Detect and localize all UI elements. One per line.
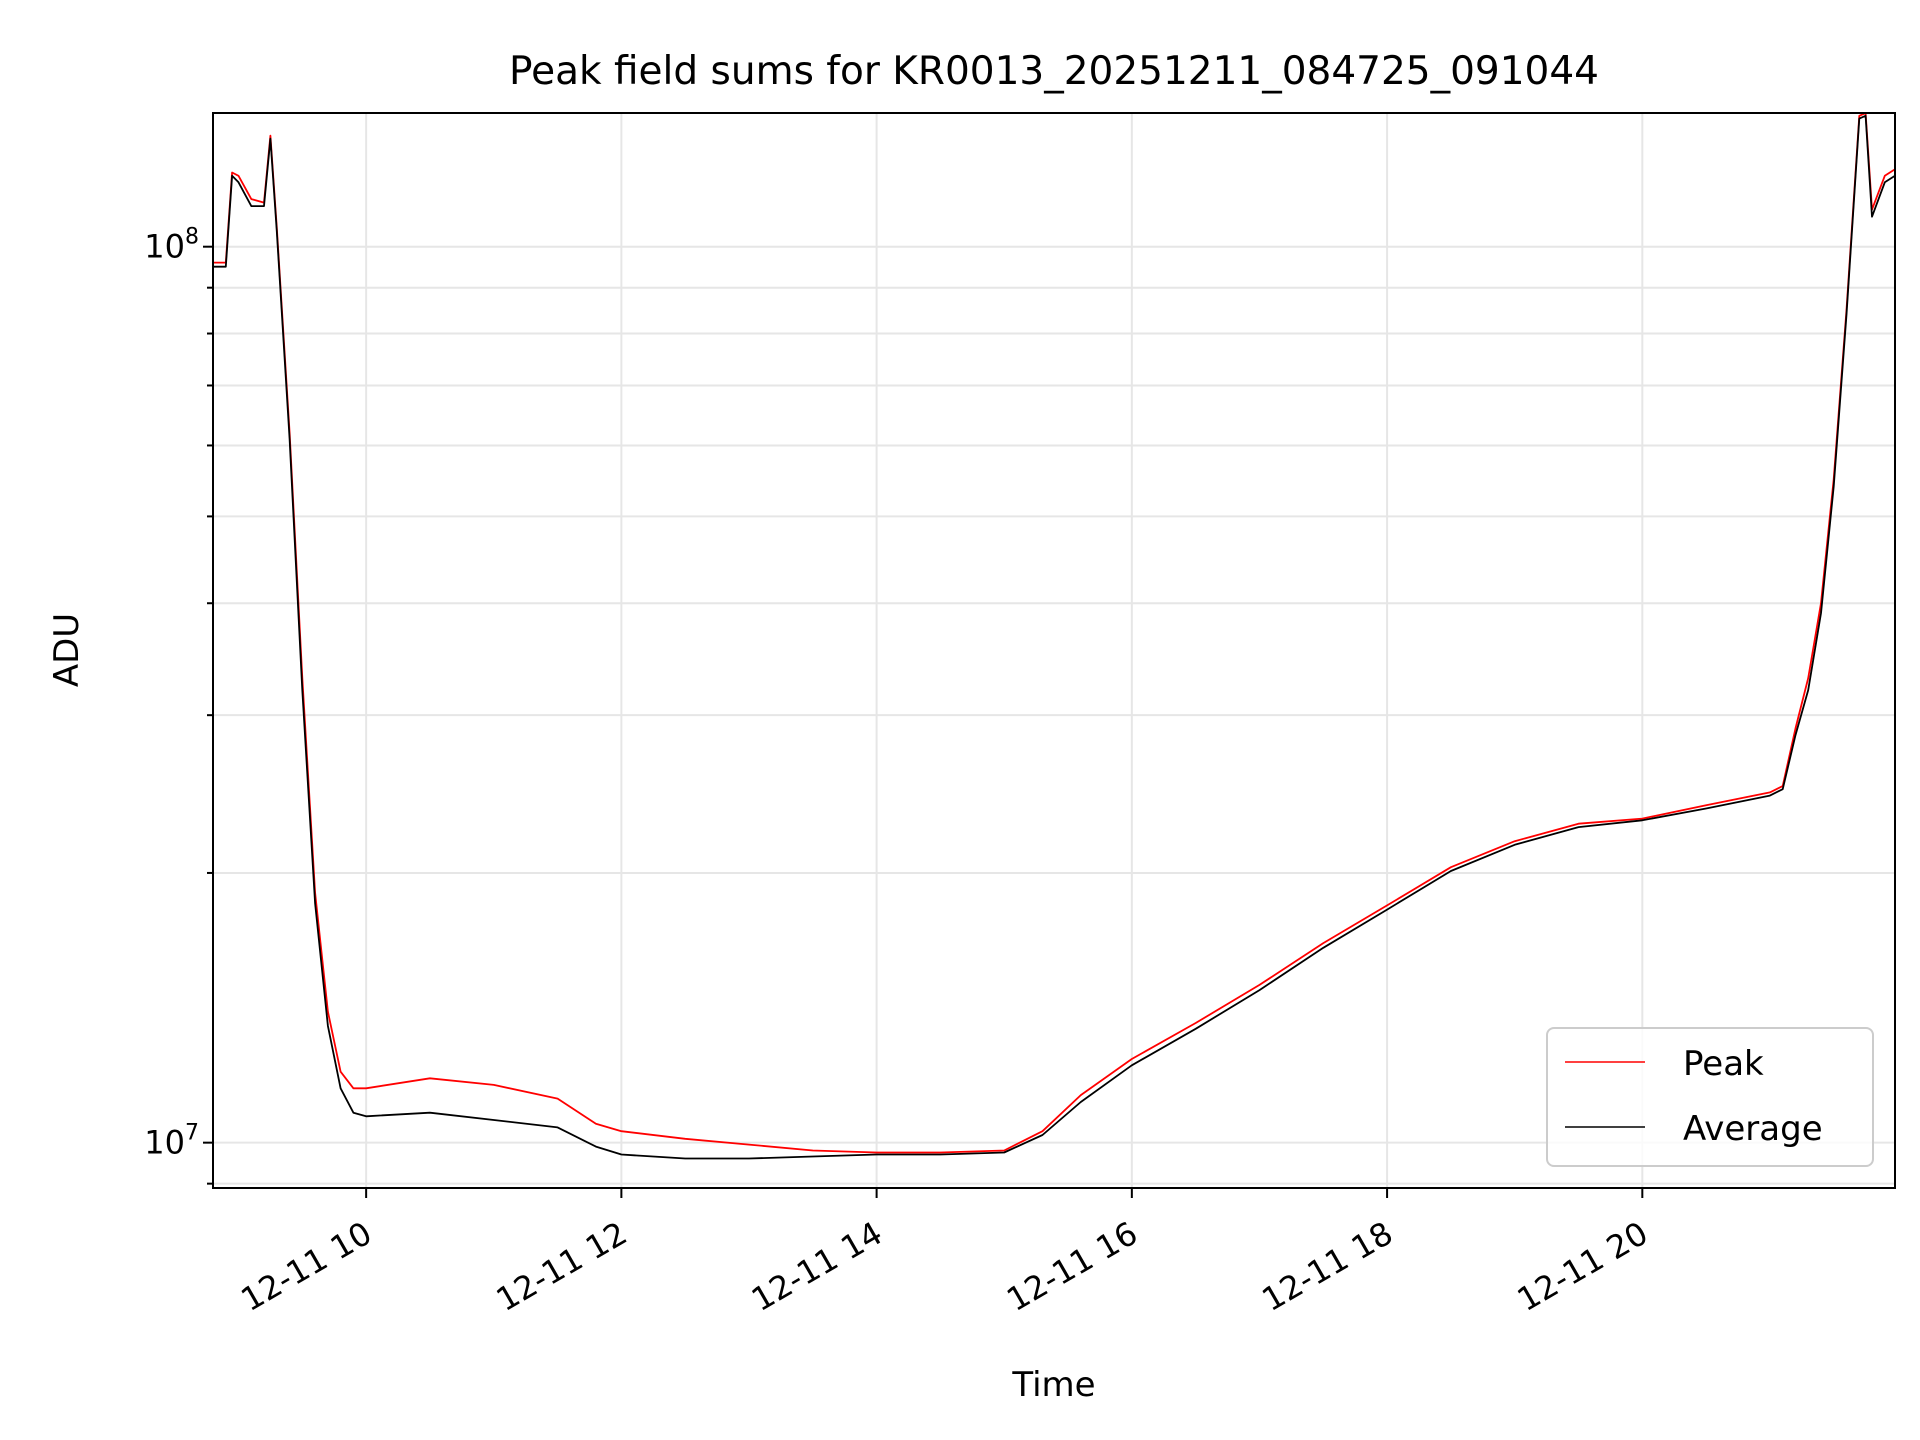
x-axis-label: Time <box>1011 1365 1095 1405</box>
grid <box>213 113 1895 1188</box>
plot-frame <box>212 112 1896 1189</box>
y-axis-label: ADU <box>47 613 87 687</box>
y-tick-label: 107 <box>144 1121 199 1162</box>
plot-series <box>213 112 1896 1160</box>
legend: Peak Average <box>1546 1027 1874 1167</box>
legend-label-average: Average <box>1683 1109 1823 1149</box>
series-line-average <box>213 114 1896 1160</box>
y-tick-label: 108 <box>144 225 199 266</box>
legend-label-peak: Peak <box>1683 1044 1764 1084</box>
chart-title: Peak field sums for KR0013_20251211_0847… <box>509 49 1599 94</box>
y-axis: 107 108 <box>144 225 213 1185</box>
